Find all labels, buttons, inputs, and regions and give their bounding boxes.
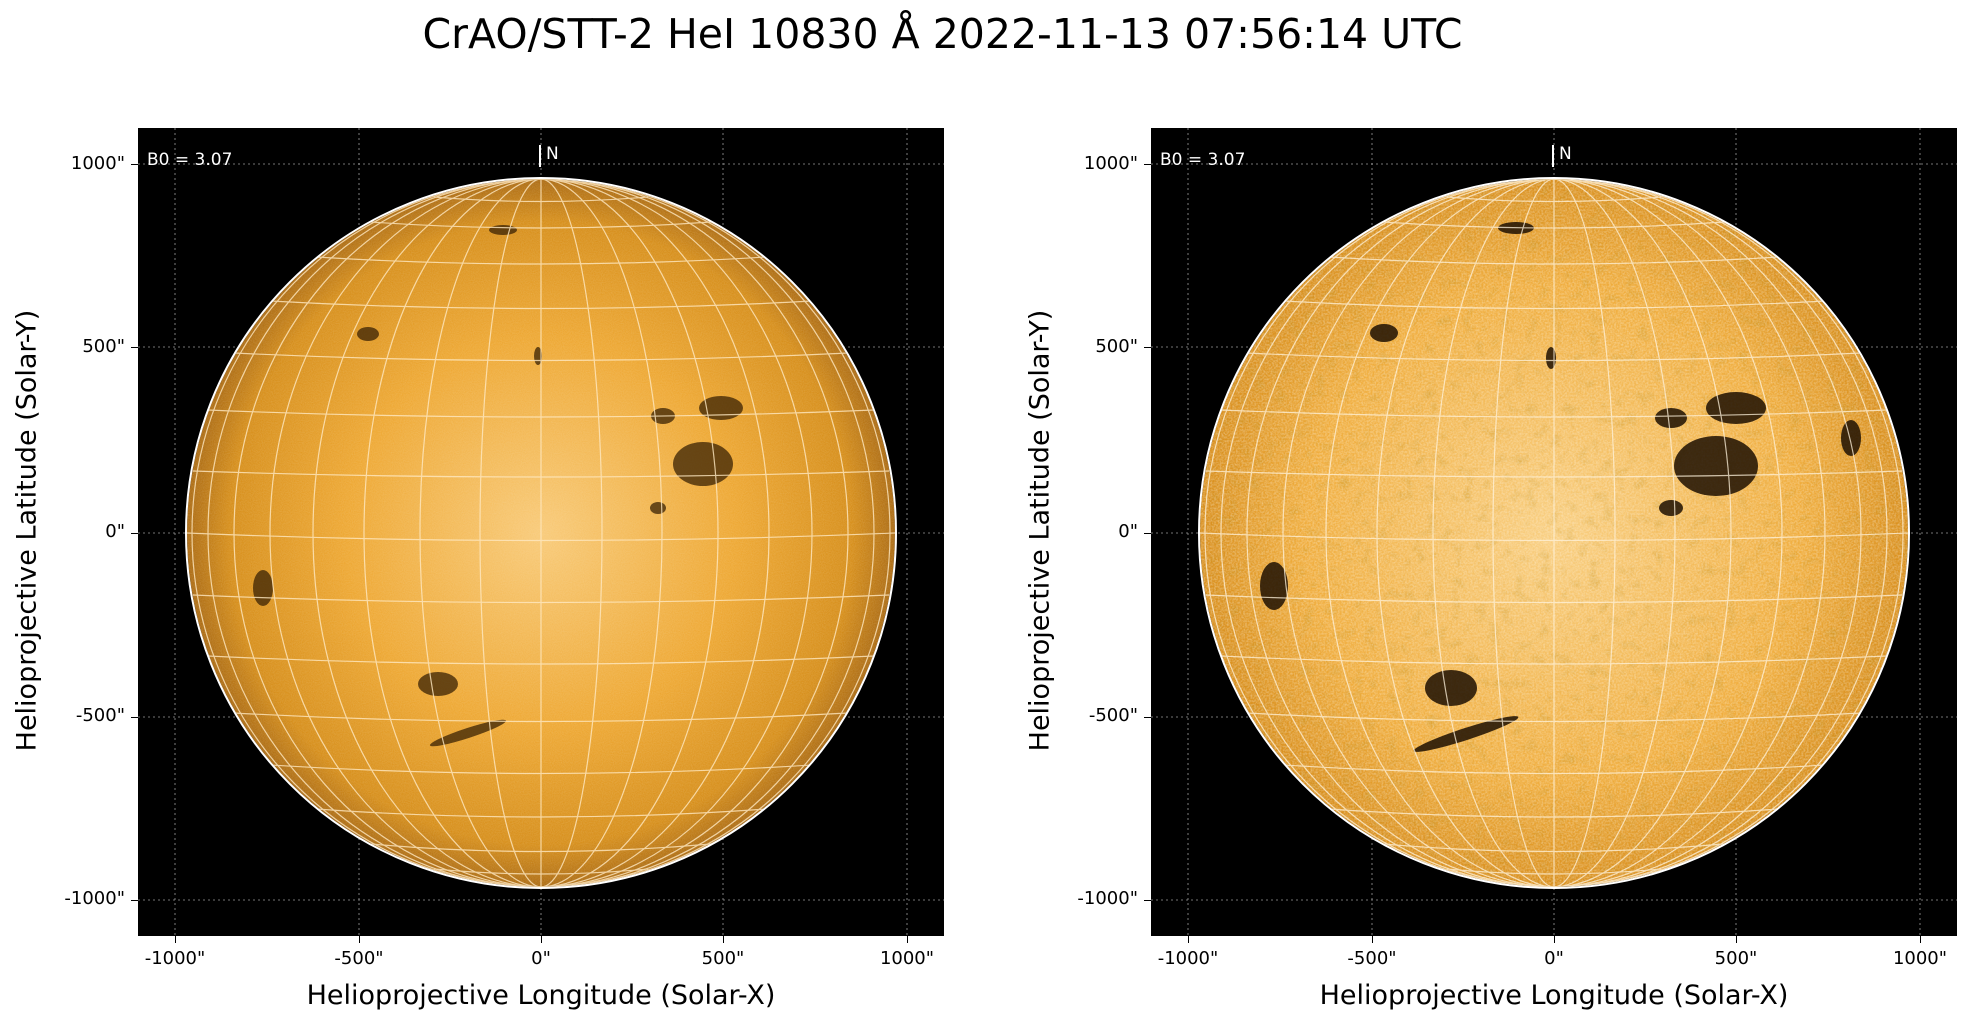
y-tick-mark xyxy=(131,533,138,534)
heliographic-grid xyxy=(1200,179,1908,887)
solar-disk-svg xyxy=(138,128,944,936)
y-tick-label: -1000" xyxy=(1077,888,1138,909)
y-tick-label: 0" xyxy=(105,521,125,542)
x-tick-label: 0" xyxy=(1544,948,1564,969)
y-tick-label: 0" xyxy=(1118,521,1138,542)
north-label: N xyxy=(546,144,559,164)
limb-outline xyxy=(185,177,897,889)
y-tick-label: -500" xyxy=(1088,705,1138,726)
x-tick-mark xyxy=(1554,936,1555,943)
y-axis-label: Helioprojective Latitude (Solar-Y) xyxy=(1024,309,1056,752)
limb-outline xyxy=(1198,177,1910,889)
y-tick-mark xyxy=(131,347,138,348)
y-tick-label: 500" xyxy=(82,336,125,357)
y-tick-label: 1000" xyxy=(1083,153,1138,174)
north-marker xyxy=(1552,145,1554,167)
x-tick-mark xyxy=(1920,936,1921,943)
x-tick-mark xyxy=(907,936,908,943)
y-tick-mark xyxy=(1144,717,1151,718)
north-marker xyxy=(539,145,541,167)
x-tick-mark xyxy=(359,936,360,943)
y-tick-label: -500" xyxy=(75,705,125,726)
x-axis-label: Helioprojective Longitude (Solar-X) xyxy=(306,980,776,1011)
x-tick-mark xyxy=(175,936,176,943)
x-tick-label: 1000" xyxy=(1892,948,1948,969)
x-tick-mark xyxy=(541,936,542,943)
heliographic-grid xyxy=(187,179,895,887)
y-tick-mark xyxy=(131,717,138,718)
b0-label: B0 = 3.07 xyxy=(147,150,233,170)
b0-label: B0 = 3.07 xyxy=(1160,150,1246,170)
y-tick-mark xyxy=(1144,533,1151,534)
y-tick-mark xyxy=(1144,164,1151,165)
x-tick-mark xyxy=(1736,936,1737,943)
y-tick-mark xyxy=(131,164,138,165)
x-axis-label: Helioprojective Longitude (Solar-X) xyxy=(1319,980,1789,1011)
x-tick-mark xyxy=(723,936,724,943)
y-tick-mark xyxy=(1144,900,1151,901)
north-label: N xyxy=(1559,144,1572,164)
x-tick-label: -500" xyxy=(1347,948,1397,969)
solar-disk-plot: B0 = 3.07 N xyxy=(1151,128,1957,936)
x-tick-mark xyxy=(1188,936,1189,943)
x-tick-label: -1000" xyxy=(144,948,206,969)
y-tick-mark xyxy=(1144,347,1151,348)
figure-title: CrAO/STT-2 HeI 10830 Å 2022-11-13 07:56:… xyxy=(422,10,1463,58)
y-tick-label: 1000" xyxy=(70,153,125,174)
x-tick-label: -500" xyxy=(334,948,384,969)
x-tick-label: 500" xyxy=(701,948,745,969)
solar-disk-svg xyxy=(1151,128,1957,936)
y-tick-label: -1000" xyxy=(64,888,125,909)
x-tick-label: 500" xyxy=(1714,948,1758,969)
solar-disk-plot: B0 = 3.07 N xyxy=(138,128,944,936)
x-tick-label: -1000" xyxy=(1157,948,1219,969)
x-tick-mark xyxy=(1372,936,1373,943)
dark-filaments xyxy=(1237,222,1861,752)
x-tick-label: 1000" xyxy=(879,948,935,969)
y-tick-label: 500" xyxy=(1095,336,1138,357)
x-tick-label: 0" xyxy=(531,948,551,969)
y-tick-mark xyxy=(131,900,138,901)
